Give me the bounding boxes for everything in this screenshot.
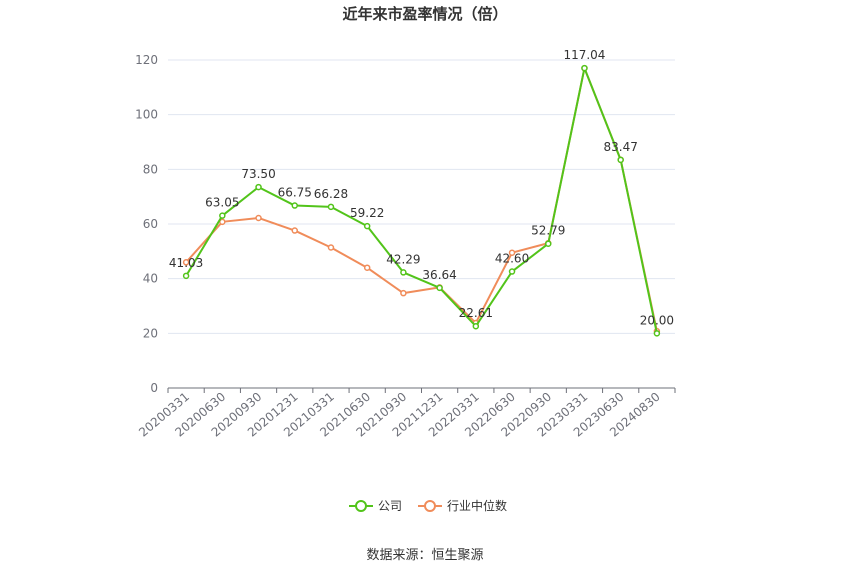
data-point[interactable]	[219, 212, 226, 219]
data-label: 52.79	[531, 224, 565, 238]
legend-label: 行业中位数	[447, 498, 507, 513]
data-point[interactable]	[472, 322, 480, 330]
data-point[interactable]	[291, 202, 298, 209]
data-point[interactable]	[400, 269, 407, 276]
data-point[interactable]	[508, 268, 516, 275]
series-line-industry-median	[185, 67, 658, 332]
legend[interactable]: 公司 行业中位数	[349, 498, 507, 513]
data-point[interactable]	[617, 156, 624, 164]
data-point[interactable]	[545, 240, 552, 247]
grid-lines	[168, 59, 675, 334]
legend-marker	[424, 500, 436, 512]
y-tick-label: 60	[143, 217, 158, 231]
legend-marker	[355, 500, 367, 512]
data-point[interactable]	[400, 289, 407, 297]
data-point[interactable]	[327, 244, 335, 251]
x-axis: 2020033120200630202009302020123120210331…	[136, 387, 676, 440]
legend-item-industry-median[interactable]: 行业中位数	[418, 498, 507, 513]
y-tick-label: 120	[135, 53, 158, 67]
data-label: 42.60	[495, 252, 529, 266]
data-point[interactable]	[255, 183, 262, 191]
data-label: 66.28	[314, 187, 348, 201]
data-label: 59.22	[350, 206, 384, 220]
data-label: 22.61	[459, 306, 493, 320]
y-tick-label: 0	[150, 381, 158, 395]
data-point[interactable]	[653, 330, 661, 337]
data-point[interactable]	[219, 218, 226, 226]
data-point[interactable]	[508, 249, 516, 256]
data-label: 66.75	[278, 186, 312, 200]
y-tick-label: 100	[135, 108, 158, 122]
data-label: 20.00	[640, 313, 674, 327]
data-label: 42.29	[386, 252, 420, 266]
data-point[interactable]	[436, 284, 443, 292]
chart-title: 近年来市盈率情况（倍）	[342, 5, 507, 23]
legend-item-company[interactable]: 公司	[349, 499, 402, 513]
data-point[interactable]	[291, 227, 298, 234]
series-line-company	[185, 67, 658, 334]
data-point[interactable]	[581, 64, 588, 72]
data-label: 36.64	[422, 268, 456, 282]
data-point[interactable]	[255, 214, 262, 222]
series-layer	[182, 64, 661, 337]
data-point[interactable]	[182, 272, 190, 280]
data-point[interactable]	[363, 264, 371, 271]
data-label: 117.04	[563, 48, 605, 62]
data-point[interactable]	[327, 203, 335, 211]
data-label: 83.47	[603, 140, 637, 154]
legend-label: 公司	[378, 499, 402, 513]
data-label: 41.03	[169, 256, 203, 270]
y-tick-label: 40	[143, 272, 158, 286]
data-point[interactable]	[182, 259, 190, 266]
y-axis: 0 20 40 60 80 100 120	[135, 53, 158, 395]
data-label: 73.50	[241, 167, 275, 181]
data-label: 63.05	[205, 196, 239, 210]
data-point[interactable]	[363, 222, 371, 230]
y-tick-label: 20	[143, 326, 158, 340]
data-source: 数据来源：恒生聚源	[366, 548, 483, 563]
y-tick-label: 80	[143, 162, 158, 176]
